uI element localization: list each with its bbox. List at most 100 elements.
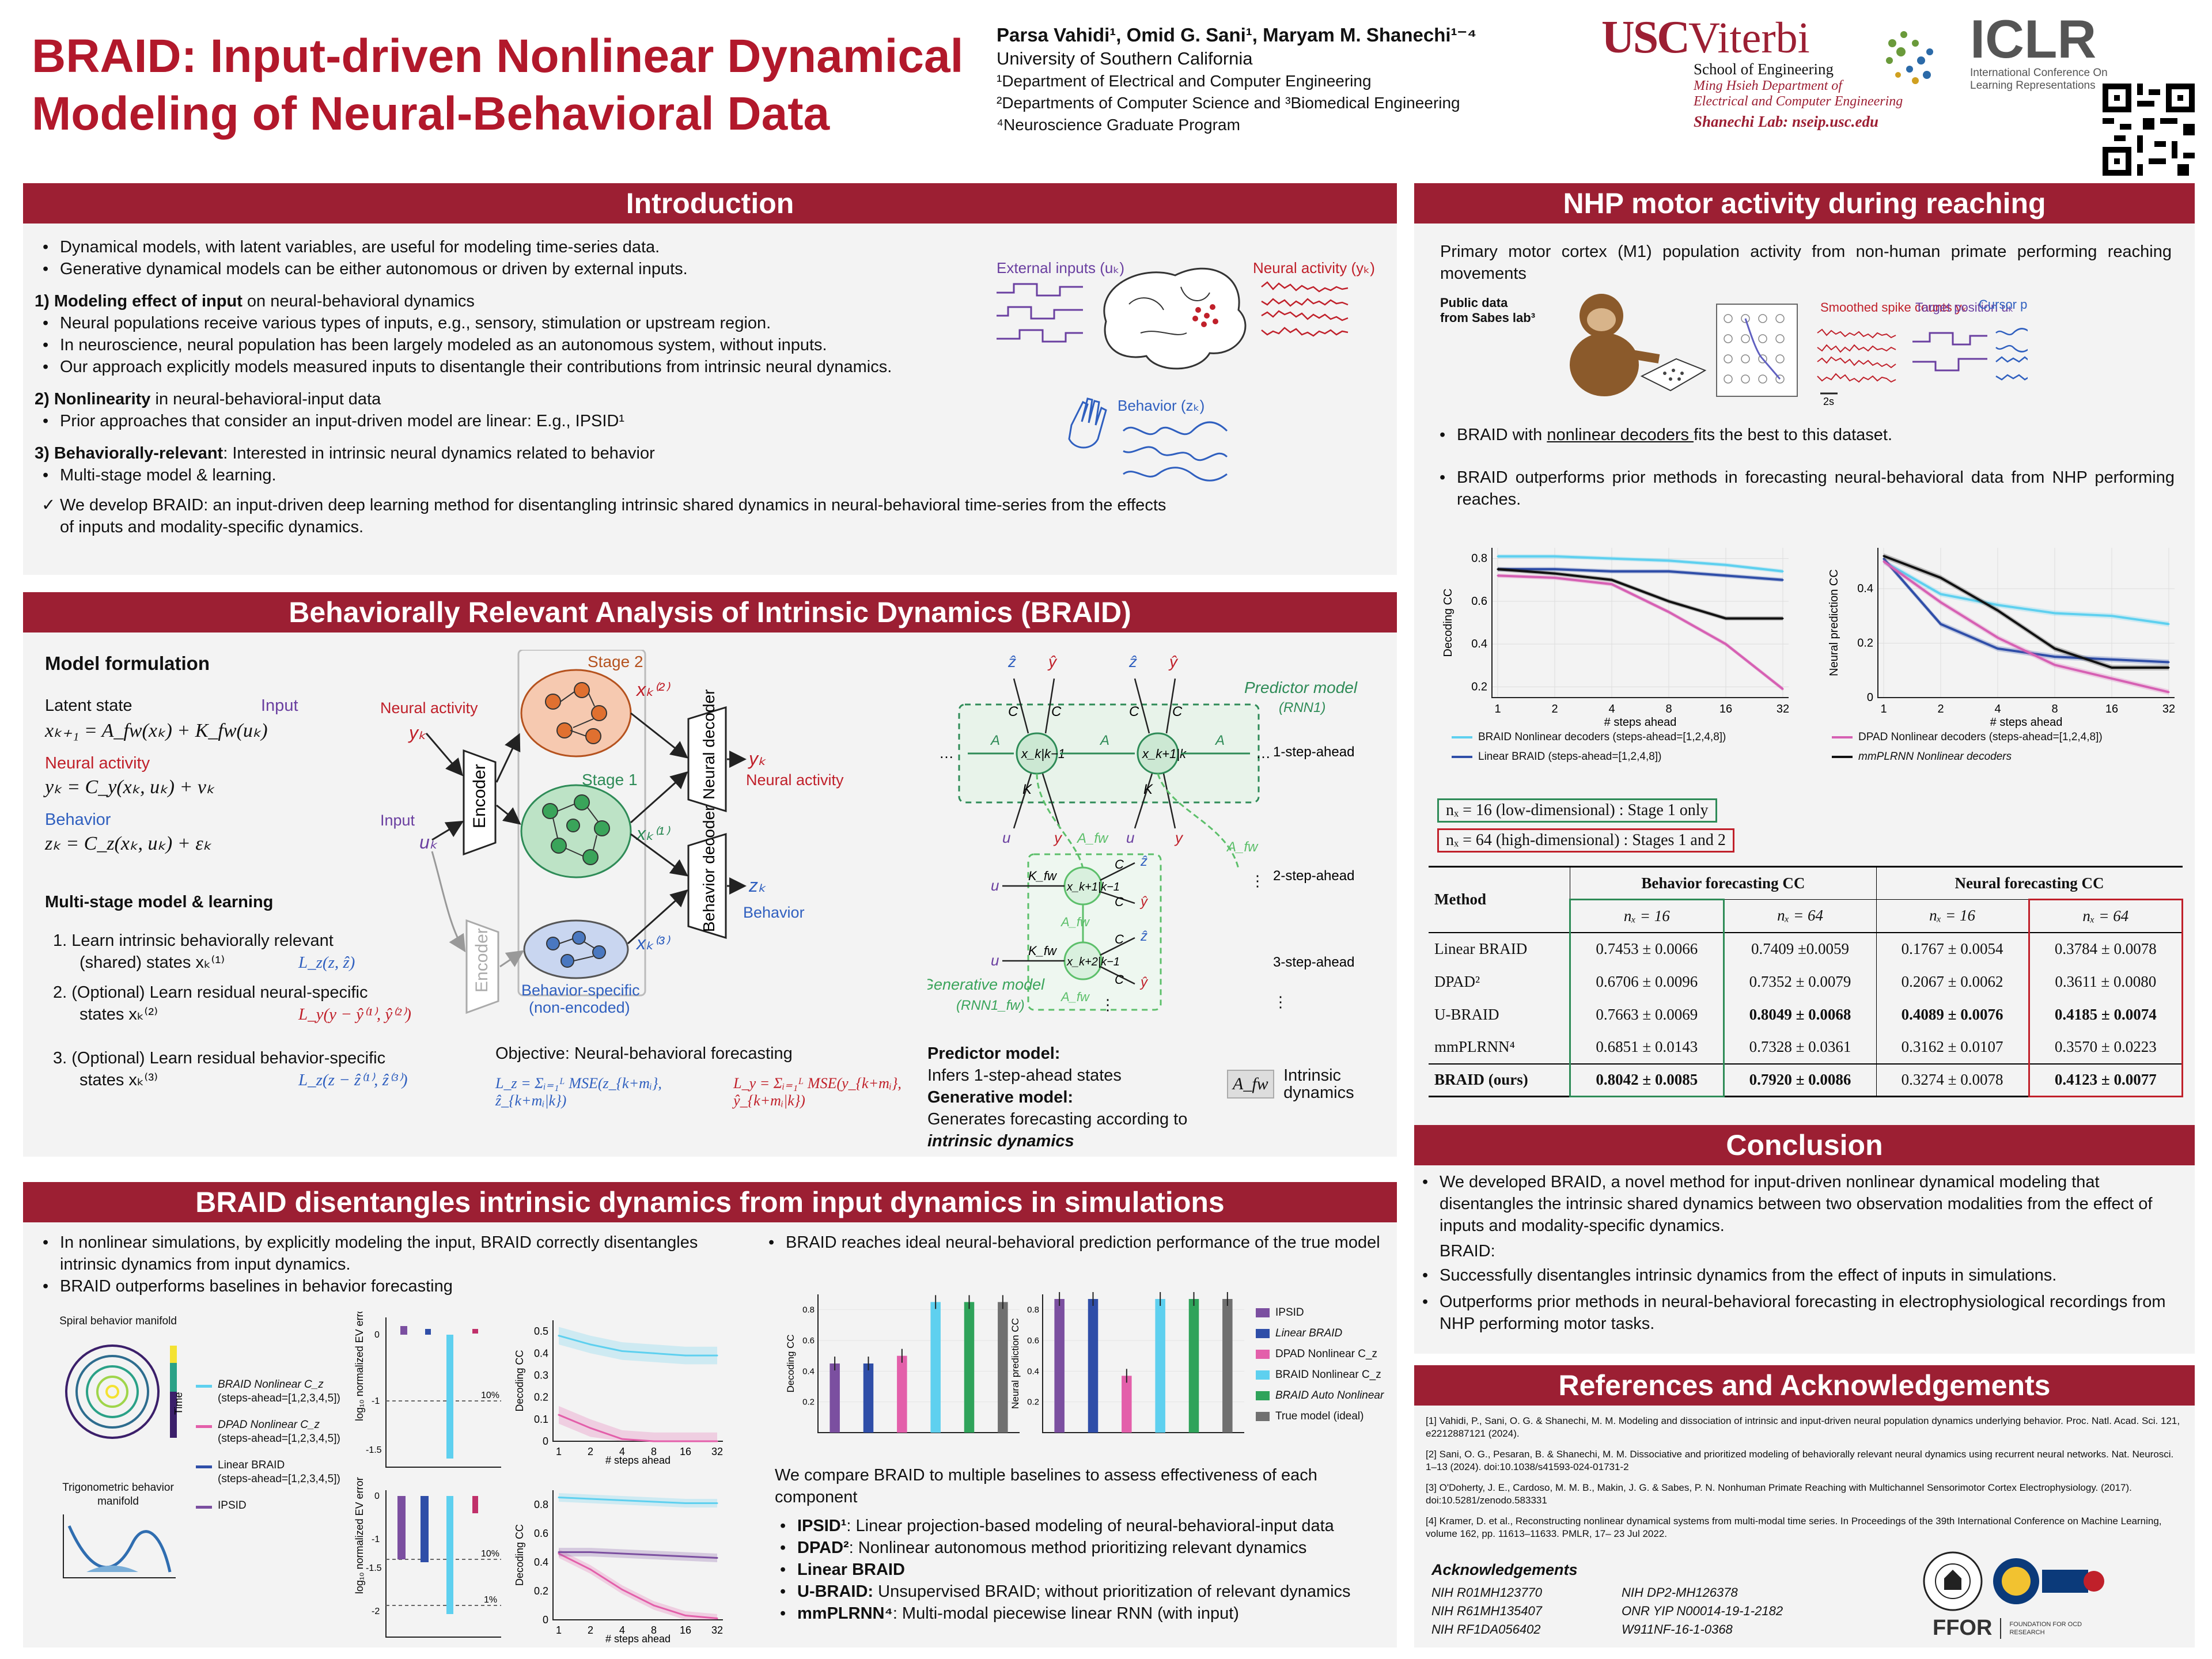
data-point — [1782, 618, 1784, 620]
monkey-task-figure: Smoothed spike counts yₖ 2s Target posit… — [1570, 294, 2028, 405]
baseline-linear-braid: Linear BRAID — [772, 1559, 1394, 1581]
predictor-model-label: Predictor model — [1244, 679, 1358, 696]
compare-text: We compare BRAID to multiple baselines t… — [775, 1466, 1317, 1506]
svg-text:ŷ: ŷ — [1047, 653, 1058, 671]
time-colorbar-label: Time — [173, 1392, 184, 1415]
behavior-equation: zₖ = C_z(xₖ, uₖ) + εₖ — [45, 833, 212, 854]
out-behavior-label: Behavior — [743, 904, 805, 921]
sim-legend-4: IPSID — [218, 1499, 247, 1512]
grant-2: NIH DP2-MH126378 — [1622, 1585, 1738, 1600]
x-tick-label: 32 — [2162, 703, 2175, 715]
table-row: BRAID (ours) 0.8042 ± 0.0085 0.7920 ± 0.00… — [1429, 1063, 2184, 1097]
intro-bullet-4: In neuroscience, neural population has b… — [35, 334, 1043, 356]
diagram-yk: yₖ — [408, 722, 426, 743]
data-point — [2168, 691, 2170, 694]
y-tick-label: 0.8 — [534, 1499, 548, 1510]
reference-list: [1] Vahidi, P., Sani, O. G. & Shanechi, … — [1426, 1415, 2186, 1540]
conclusion-bullet-2: Successfully disentangles intrinsic dyna… — [1414, 1264, 2186, 1286]
pct10-2: 10% — [481, 1549, 499, 1559]
intro-bullet-1: Dynamical models, with latent variables,… — [35, 236, 1043, 258]
x-axis-label: # steps ahead — [1990, 716, 2063, 729]
svg-text:⋮: ⋮ — [1100, 996, 1115, 1013]
public-data-label: Public data from Sabes lab³ — [1440, 296, 1536, 325]
series-line-2 — [559, 1551, 718, 1559]
simulation-title: BRAID disentangles intrinsic dynamics fr… — [23, 1182, 1397, 1222]
nhp-bullet-2: BRAID outperforms prior methods in forec… — [1431, 467, 2175, 510]
stage-1-states: (shared) states xₖ⁽¹⁾ L_z(z, ẑ) — [79, 953, 355, 972]
data-point — [1668, 559, 1670, 562]
manifold-figures: Spiral behavior manifold Time Trigonomet… — [46, 1315, 190, 1592]
svg-text:C: C — [1115, 857, 1124, 872]
data-point — [1940, 593, 1942, 595]
y-axis-label: Decoding CC — [785, 1334, 796, 1392]
2-step-ahead-label: 2-step-ahead — [1273, 868, 1354, 884]
series-line-0 — [558, 1497, 717, 1504]
x-tick-label: 32 — [711, 1446, 723, 1457]
svg-text:C: C — [1129, 704, 1139, 719]
bar-legend-6: True model (ideal) — [1275, 1410, 1364, 1422]
data-point — [1940, 577, 1942, 579]
x-tick-label: 4 — [619, 1624, 625, 1636]
acknowledgements-title: Acknowledgements — [1431, 1561, 1578, 1578]
title-line-1: BRAID: Input-driven Nonlinear Dynamical — [32, 30, 964, 82]
baseline-ipsid: IPSID¹: Linear projection-based modeling… — [772, 1515, 1394, 1537]
data-point — [1725, 574, 1727, 577]
svg-text:ŷ: ŷ — [1168, 653, 1179, 671]
intro-bullet-7: Multi-stage model & learning. — [35, 464, 1043, 486]
data-point — [1497, 555, 1499, 558]
bar-4 — [1188, 1299, 1199, 1433]
generative-model-label: Generative model — [927, 976, 1045, 993]
lab-link[interactable]: Shanechi Lab: nseip.usc.edu — [1694, 113, 1879, 130]
behavior-decoder-label: Behavior decoder — [700, 806, 718, 932]
behavior-label: Behavior — [45, 810, 111, 829]
rnn-unrolled-diagram: Predictor model (RNN1) 1-step-ahead 2-st… — [927, 653, 1358, 1013]
usc-wordmark: USC — [1601, 12, 1690, 63]
diagram-neural-activity-label: Neural activity — [380, 699, 478, 717]
iclr-logo: ICLR International Conference On Learnin… — [1970, 12, 2200, 92]
series-line-1 — [558, 1552, 718, 1619]
predictor-note-title: Predictor model: — [927, 1044, 1060, 1063]
intro-bullet-6: Prior approaches that consider an input-… — [35, 410, 1043, 432]
simulation-section: BRAID disentangles intrinsic dynamics fr… — [23, 1182, 1397, 1647]
conclusion-bullet-1: We developed BRAID, a novel method for i… — [1414, 1171, 2186, 1237]
data-point — [2054, 647, 2056, 650]
y-axis-label: Decoding CC — [1442, 589, 1455, 657]
scale-bar-label: 2s — [1823, 396, 1834, 405]
ev-label-2: log₁₀ normalized EV error — [354, 1477, 365, 1594]
y-tick-label: 0.6 — [802, 1336, 815, 1346]
1-step-ahead-label: 1-step-ahead — [1273, 744, 1354, 760]
ffor-logo: FFOR FOUNDATION FOR OCD RESEARCH — [1933, 1616, 2175, 1641]
nhp-title: NHP motor activity during reaching — [1414, 183, 2195, 224]
qr-code[interactable] — [2103, 84, 2195, 176]
series-line-2 — [1883, 560, 2169, 694]
data-point — [653, 1501, 655, 1503]
x-tick-label: 4 — [1994, 703, 2001, 715]
intro-heading-3: 3) Behaviorally-relevant: Interested in … — [35, 444, 655, 463]
series-band — [559, 1549, 717, 1620]
y-tick-label: 0.4 — [1027, 1366, 1039, 1376]
intro-bullet-3: Neural populations receive various types… — [35, 312, 1043, 334]
onr-seal-logo — [1993, 1558, 2104, 1604]
hand-icon — [1068, 397, 1107, 449]
series-line-1 — [1883, 558, 2169, 664]
nhp-bullet-1: BRAID with nonlinear decoders fits the b… — [1431, 424, 2175, 446]
series-line-2 — [1497, 574, 1784, 690]
y-tick-label: 0.8 — [802, 1305, 815, 1315]
y-tick-label: 0.5 — [534, 1325, 548, 1337]
svg-text:K: K — [1143, 782, 1153, 797]
data-point — [1883, 558, 1885, 560]
introduction-title: Introduction — [23, 183, 1397, 224]
data-point — [1668, 600, 1670, 603]
x-tick-label: 16 — [680, 1446, 691, 1457]
bar-legend-4: BRAID Nonlinear C_z — [1275, 1369, 1381, 1381]
x-tick-label: 32 — [1777, 703, 1789, 715]
svg-text:ẑ: ẑ — [1128, 653, 1137, 671]
out-neural-label-1: Neural activity — [746, 771, 844, 789]
svg-text:-1: -1 — [372, 1535, 380, 1544]
bar-5 — [998, 1302, 1008, 1433]
objective-block: Objective: Neural-behavioral forecasting… — [495, 1043, 945, 1109]
encoder-behavior-specific-block — [465, 919, 499, 1014]
neural-equation: yₖ = C_y(xₖ, uₖ) + vₖ — [45, 777, 215, 798]
table-row: Linear BRAID 0.7453 ± 0.0066 0.7409 ±0.005… — [1429, 932, 2184, 965]
y-tick-label: 0.1 — [534, 1414, 548, 1425]
